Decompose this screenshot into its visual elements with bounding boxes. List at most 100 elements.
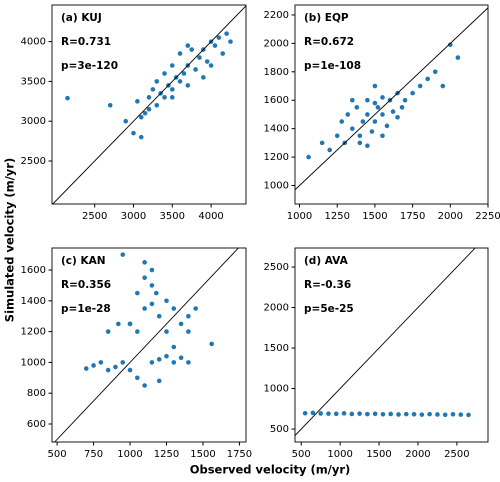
point (98, 360, 104, 365)
point (150, 87, 156, 92)
point (310, 410, 316, 416)
point (156, 357, 162, 362)
point (372, 100, 378, 106)
y-tick-label: 1800 (264, 67, 289, 78)
x-tick-label: 1750 (227, 449, 252, 460)
point (186, 313, 191, 319)
point (178, 321, 184, 327)
point (450, 411, 456, 417)
point (372, 83, 378, 89)
point (162, 95, 167, 100)
point (178, 355, 184, 361)
point (105, 367, 111, 373)
point (380, 95, 385, 100)
x-tick-label: 1750 (400, 211, 425, 222)
panel-title: (c) KAN (61, 255, 106, 267)
point (425, 76, 430, 82)
point (204, 59, 210, 64)
y-tick-label: 1500 (264, 343, 289, 354)
point (186, 360, 191, 365)
point (83, 366, 89, 371)
y-tick-label: 1600 (21, 265, 46, 276)
plot-area (295, 7, 488, 191)
point (326, 411, 331, 416)
point (396, 412, 401, 417)
y-tick-label: 2500 (21, 156, 46, 167)
y-tick-label: 2000 (264, 38, 289, 49)
point (228, 39, 233, 44)
point (142, 260, 147, 265)
point (120, 360, 126, 365)
x-tick-label: 1500 (190, 449, 215, 460)
x-tick-label: 500 (292, 449, 311, 460)
point (349, 97, 355, 103)
y-tick-label: 4000 (21, 37, 46, 48)
y-tick-label: 2200 (264, 10, 289, 21)
annotation: p=1e-28 (61, 303, 111, 315)
y-tick-label: 1000 (21, 357, 46, 368)
point (212, 43, 218, 48)
point (458, 412, 464, 417)
point (318, 411, 323, 416)
point (440, 83, 446, 89)
point (365, 143, 370, 149)
y-tick-label: 500 (270, 424, 289, 435)
plot-area (295, 248, 476, 436)
point (149, 267, 155, 273)
point (327, 147, 332, 153)
point (171, 344, 177, 350)
point (131, 130, 136, 136)
point (380, 112, 385, 117)
point (120, 252, 126, 257)
annotation: R=-0.36 (304, 279, 351, 291)
panel-title: (a) KUJ (61, 12, 102, 24)
y-tick-label: 1200 (264, 152, 289, 163)
point (149, 283, 155, 288)
y-tick-label: 600 (27, 419, 46, 430)
point (375, 105, 381, 110)
point (349, 126, 355, 131)
point (410, 90, 415, 96)
point (384, 123, 390, 129)
point (220, 51, 226, 56)
point (435, 412, 440, 417)
point (135, 329, 140, 334)
x-tick-label: 2250 (475, 211, 500, 222)
plot-area (52, 5, 246, 204)
point (142, 275, 147, 281)
point (154, 79, 160, 84)
x-tick-label: 1500 (366, 449, 391, 460)
point (380, 133, 385, 139)
point (189, 47, 194, 52)
x-tick-label: 2500 (82, 211, 107, 222)
point (333, 411, 339, 417)
point (395, 114, 400, 120)
point (185, 83, 191, 88)
point (177, 51, 183, 56)
point (372, 411, 378, 417)
y-tick-label: 1400 (264, 124, 289, 135)
y-tick-label: 1400 (21, 296, 46, 307)
point (164, 298, 169, 304)
point (372, 119, 378, 124)
point (138, 114, 144, 120)
panel-title: (b) EQP (304, 12, 349, 24)
point (153, 290, 159, 296)
x-tick-label: 2000 (405, 449, 430, 460)
point (105, 329, 111, 334)
axes-frame (294, 4, 489, 205)
x-tick-label: 500 (48, 449, 67, 460)
one-to-one-line (52, 5, 246, 204)
point (390, 109, 396, 114)
point (169, 63, 175, 68)
point (216, 35, 222, 40)
point (319, 140, 325, 146)
point (208, 63, 214, 68)
annotation: p=5e-25 (304, 303, 354, 315)
one-to-one-line (54, 248, 239, 442)
point (127, 321, 133, 327)
point (138, 134, 144, 140)
point (107, 102, 113, 108)
x-tick-label: 750 (84, 449, 103, 460)
